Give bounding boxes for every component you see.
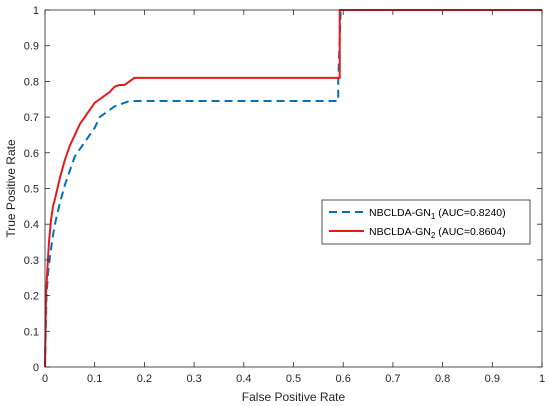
x-tick-label: 0.2 (137, 373, 152, 385)
legend-auc-series-1: (AUC=0.8240) (435, 207, 505, 219)
y-tick-label: 0 (33, 362, 39, 374)
legend: NBCLDA-GN1 (AUC=0.8240) NBCLDA-GN2 (AUC=… (321, 199, 531, 245)
legend-name-series-2: NBCLDA-GN (369, 226, 431, 238)
axes-box (44, 9, 543, 368)
legend-name-series-1: NBCLDA-GN (369, 207, 431, 219)
y-tick-label: 0.8 (24, 76, 39, 88)
y-tick-label: 0.7 (24, 112, 39, 124)
series-line-2 (44, 9, 542, 368)
y-tick-label: 0.3 (24, 255, 39, 267)
y-tick-label: 0.1 (24, 326, 39, 338)
legend-box (321, 199, 531, 245)
x-tick-label: 0.3 (186, 373, 201, 385)
x-tick-label: 0.5 (286, 373, 301, 385)
y-tick-label: 0.6 (24, 148, 39, 160)
y-tick-label: 0.2 (24, 291, 39, 303)
x-tick-label: 0.4 (236, 373, 251, 385)
legend-entry-series-2: NBCLDA-GN2 (AUC=0.8604) (369, 226, 506, 240)
plot-area (45, 10, 542, 367)
y-axis-label: True Positive Rate (4, 139, 18, 238)
x-tick-label: 0.1 (87, 373, 102, 385)
legend-entry-series-1: NBCLDA-GN1 (AUC=0.8240) (369, 207, 506, 221)
legend-subscript-series-2: 2 (431, 231, 436, 240)
legend-subscript-series-1: 1 (431, 212, 436, 221)
y-tick-label: 0.5 (24, 184, 39, 196)
x-axis-label: False Positive Rate (242, 390, 346, 404)
x-tick-label: 0 (42, 373, 48, 385)
x-tick-label: 0.9 (485, 373, 500, 385)
legend-auc-series-2: (AUC=0.8604) (435, 226, 505, 238)
y-tick-label: 0.9 (24, 41, 39, 53)
y-tick-label: 1 (33, 5, 39, 17)
x-tick-label: 0.8 (435, 373, 450, 385)
x-tick-label: 1 (539, 373, 545, 385)
x-tick-label: 0.7 (385, 373, 400, 385)
y-tick-label: 0.4 (24, 219, 39, 231)
x-tick-label: 0.6 (336, 373, 351, 385)
